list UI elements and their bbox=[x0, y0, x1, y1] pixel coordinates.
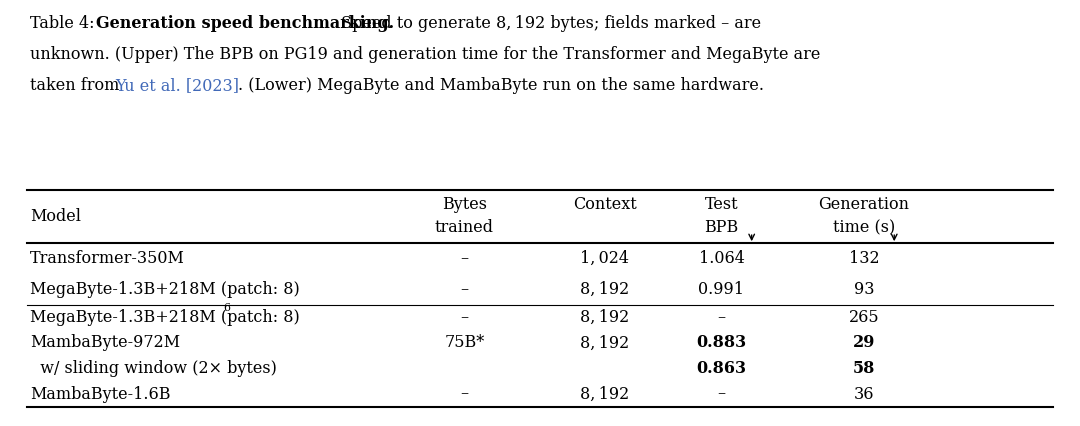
Text: 6: 6 bbox=[222, 303, 230, 313]
Text: MambaByte-1.6B: MambaByte-1.6B bbox=[30, 386, 171, 403]
Text: Speed to generate 8, 192 bytes; fields marked – are: Speed to generate 8, 192 bytes; fields m… bbox=[336, 15, 761, 32]
Text: Transformer-350M: Transformer-350M bbox=[30, 250, 185, 267]
Text: w/ sliding window (2× bytes): w/ sliding window (2× bytes) bbox=[30, 360, 278, 377]
Text: MegaByte-1.3B+218M (patch: 8): MegaByte-1.3B+218M (patch: 8) bbox=[30, 281, 300, 298]
Text: 75B*: 75B* bbox=[444, 334, 485, 351]
Text: 8, 192: 8, 192 bbox=[580, 281, 630, 298]
Text: –: – bbox=[717, 309, 726, 326]
Text: 29: 29 bbox=[853, 334, 875, 351]
Text: 0.863: 0.863 bbox=[697, 360, 746, 377]
Text: BPB: BPB bbox=[704, 219, 739, 236]
Text: –: – bbox=[460, 309, 469, 326]
Text: –: – bbox=[460, 386, 469, 403]
Text: 132: 132 bbox=[849, 250, 879, 267]
Text: Generation speed benchmarking.: Generation speed benchmarking. bbox=[96, 15, 394, 32]
Text: trained: trained bbox=[435, 219, 494, 236]
Text: 0.883: 0.883 bbox=[697, 334, 746, 351]
Text: MegaByte-1.3B+218M (patch: 8): MegaByte-1.3B+218M (patch: 8) bbox=[30, 309, 300, 326]
Text: MambaByte-972M: MambaByte-972M bbox=[30, 334, 180, 351]
Text: 0.991: 0.991 bbox=[699, 281, 744, 298]
Text: –: – bbox=[460, 250, 469, 267]
Text: Model: Model bbox=[30, 208, 81, 225]
Text: 1, 024: 1, 024 bbox=[580, 250, 630, 267]
Text: Yu et al. [2023]: Yu et al. [2023] bbox=[116, 77, 240, 94]
Text: 93: 93 bbox=[854, 281, 874, 298]
Text: 8, 192: 8, 192 bbox=[580, 386, 630, 403]
Text: taken from: taken from bbox=[30, 77, 125, 94]
Text: Bytes: Bytes bbox=[442, 196, 487, 213]
Text: 1.064: 1.064 bbox=[699, 250, 744, 267]
Text: Generation: Generation bbox=[819, 196, 909, 213]
Text: unknown. (Upper) The BPB on PG19 and generation time for the Transformer and Meg: unknown. (Upper) The BPB on PG19 and gen… bbox=[30, 46, 821, 63]
Text: –: – bbox=[717, 386, 726, 403]
Text: 36: 36 bbox=[854, 386, 874, 403]
Text: 265: 265 bbox=[849, 309, 879, 326]
Text: 8, 192: 8, 192 bbox=[580, 309, 630, 326]
Text: Table 4:: Table 4: bbox=[30, 15, 99, 32]
Text: time (s): time (s) bbox=[833, 219, 895, 236]
Text: –: – bbox=[460, 281, 469, 298]
Text: . (Lower) MegaByte and MambaByte run on the same hardware.: . (Lower) MegaByte and MambaByte run on … bbox=[238, 77, 764, 94]
Text: 8, 192: 8, 192 bbox=[580, 334, 630, 351]
Text: 58: 58 bbox=[853, 360, 875, 377]
Text: Context: Context bbox=[572, 196, 637, 213]
Text: Test: Test bbox=[704, 196, 739, 213]
